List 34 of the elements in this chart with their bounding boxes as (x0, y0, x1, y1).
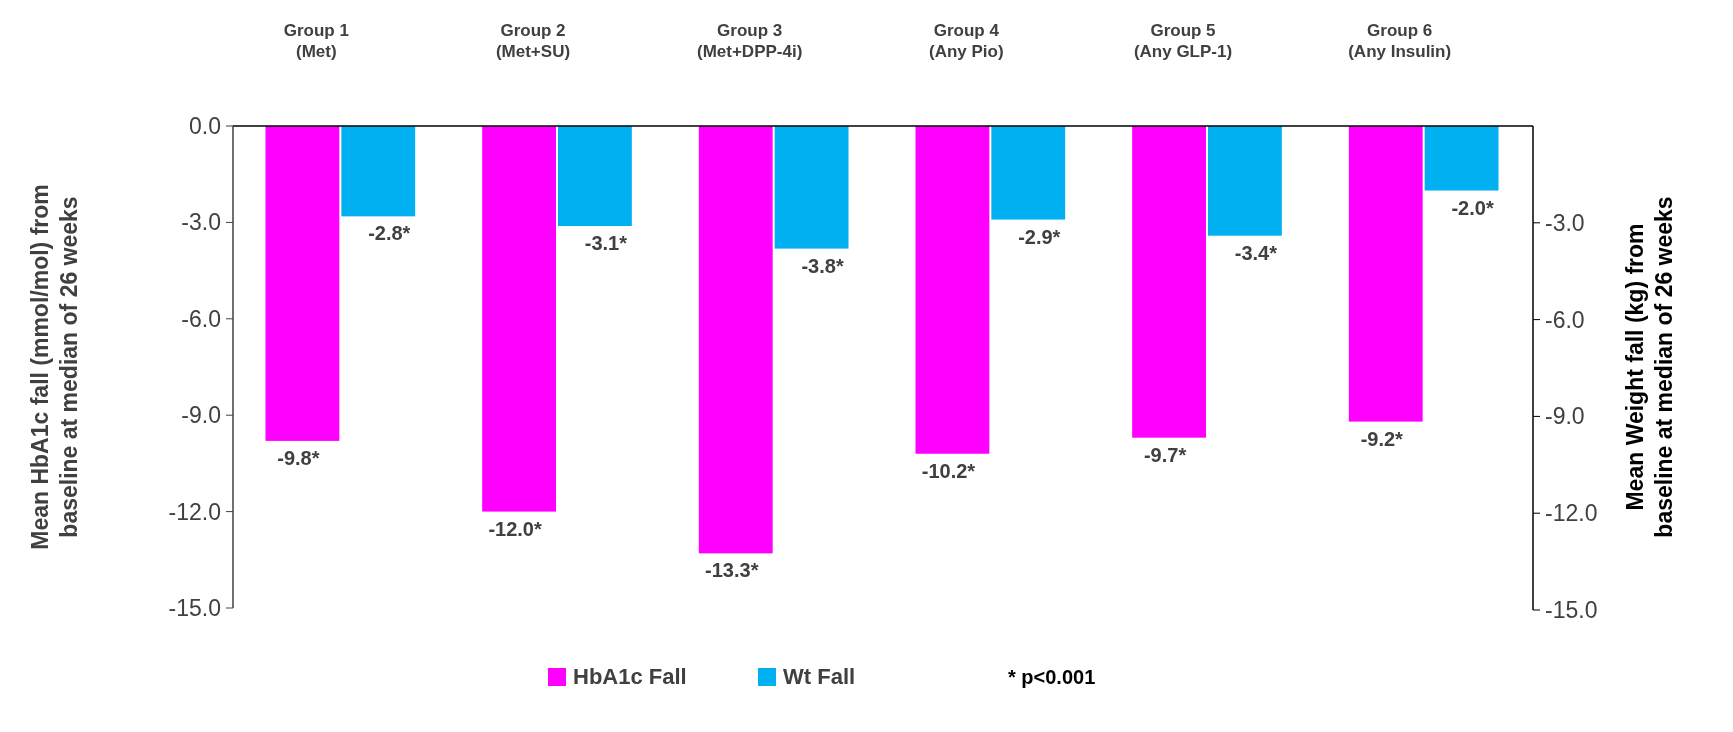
data-label: -3.1* (584, 232, 628, 255)
data-label: -9.2* (1360, 427, 1404, 450)
y-tick-label: -12.0 (168, 498, 221, 525)
data-label: -2.9* (1018, 225, 1061, 248)
text: * p<0.001 (1008, 666, 1096, 688)
y-tick-label: -15.0 (168, 595, 221, 621)
x-tick-label: Group 1 (Met) (283, 21, 349, 61)
y2-axis-title: Mean Weight fall (kg) from baseline at median of 26 weeks (1622, 196, 1677, 538)
x-tick-label: Group 5 (Any GLP-1) (1133, 21, 1233, 61)
y-tick-label: -9.0 (181, 402, 221, 429)
y2-tick-label: -12.0 (1545, 500, 1598, 527)
legend-label: Wt Fall (783, 664, 856, 689)
data-label: -3.8* (801, 254, 844, 277)
legend-label: HbA1c Fall (573, 664, 687, 689)
x-tick-label: Group 2 (Met+SU) (495, 21, 571, 61)
y2-tick-label: -15.0 (1545, 597, 1598, 623)
data-label: -12.0* (488, 517, 542, 540)
data-label: -9.8* (277, 446, 320, 469)
y2-tick-label: -9.0 (1545, 403, 1585, 430)
data-label: -13.3* (705, 559, 759, 582)
y2-tick-label: -6.0 (1545, 306, 1585, 333)
x-tick-label: Group 3 (Met+DPP-4i) (697, 21, 803, 61)
data-label: -10.2* (921, 459, 976, 482)
x-tick-label: Group 4 (Any Pio) (929, 21, 1004, 61)
data-label: -2.8* (368, 222, 411, 245)
data-label: -3.4* (1234, 241, 1278, 264)
y-tick-label: -3.0 (181, 209, 221, 236)
data-label: -9.7* (1143, 443, 1187, 466)
y-tick-label: -6.0 (181, 305, 221, 332)
y2-tick-label: -3.0 (1545, 209, 1585, 236)
y-tick-label: 0.0 (189, 113, 221, 139)
y-axis-title: Mean HbA1c fall (mmol/mol) from baseline at median of 26 weeks (27, 184, 82, 550)
x-tick-label: Group 6 (Any Insulin) (1348, 21, 1452, 61)
data-label: -2.0* (1451, 196, 1494, 219)
